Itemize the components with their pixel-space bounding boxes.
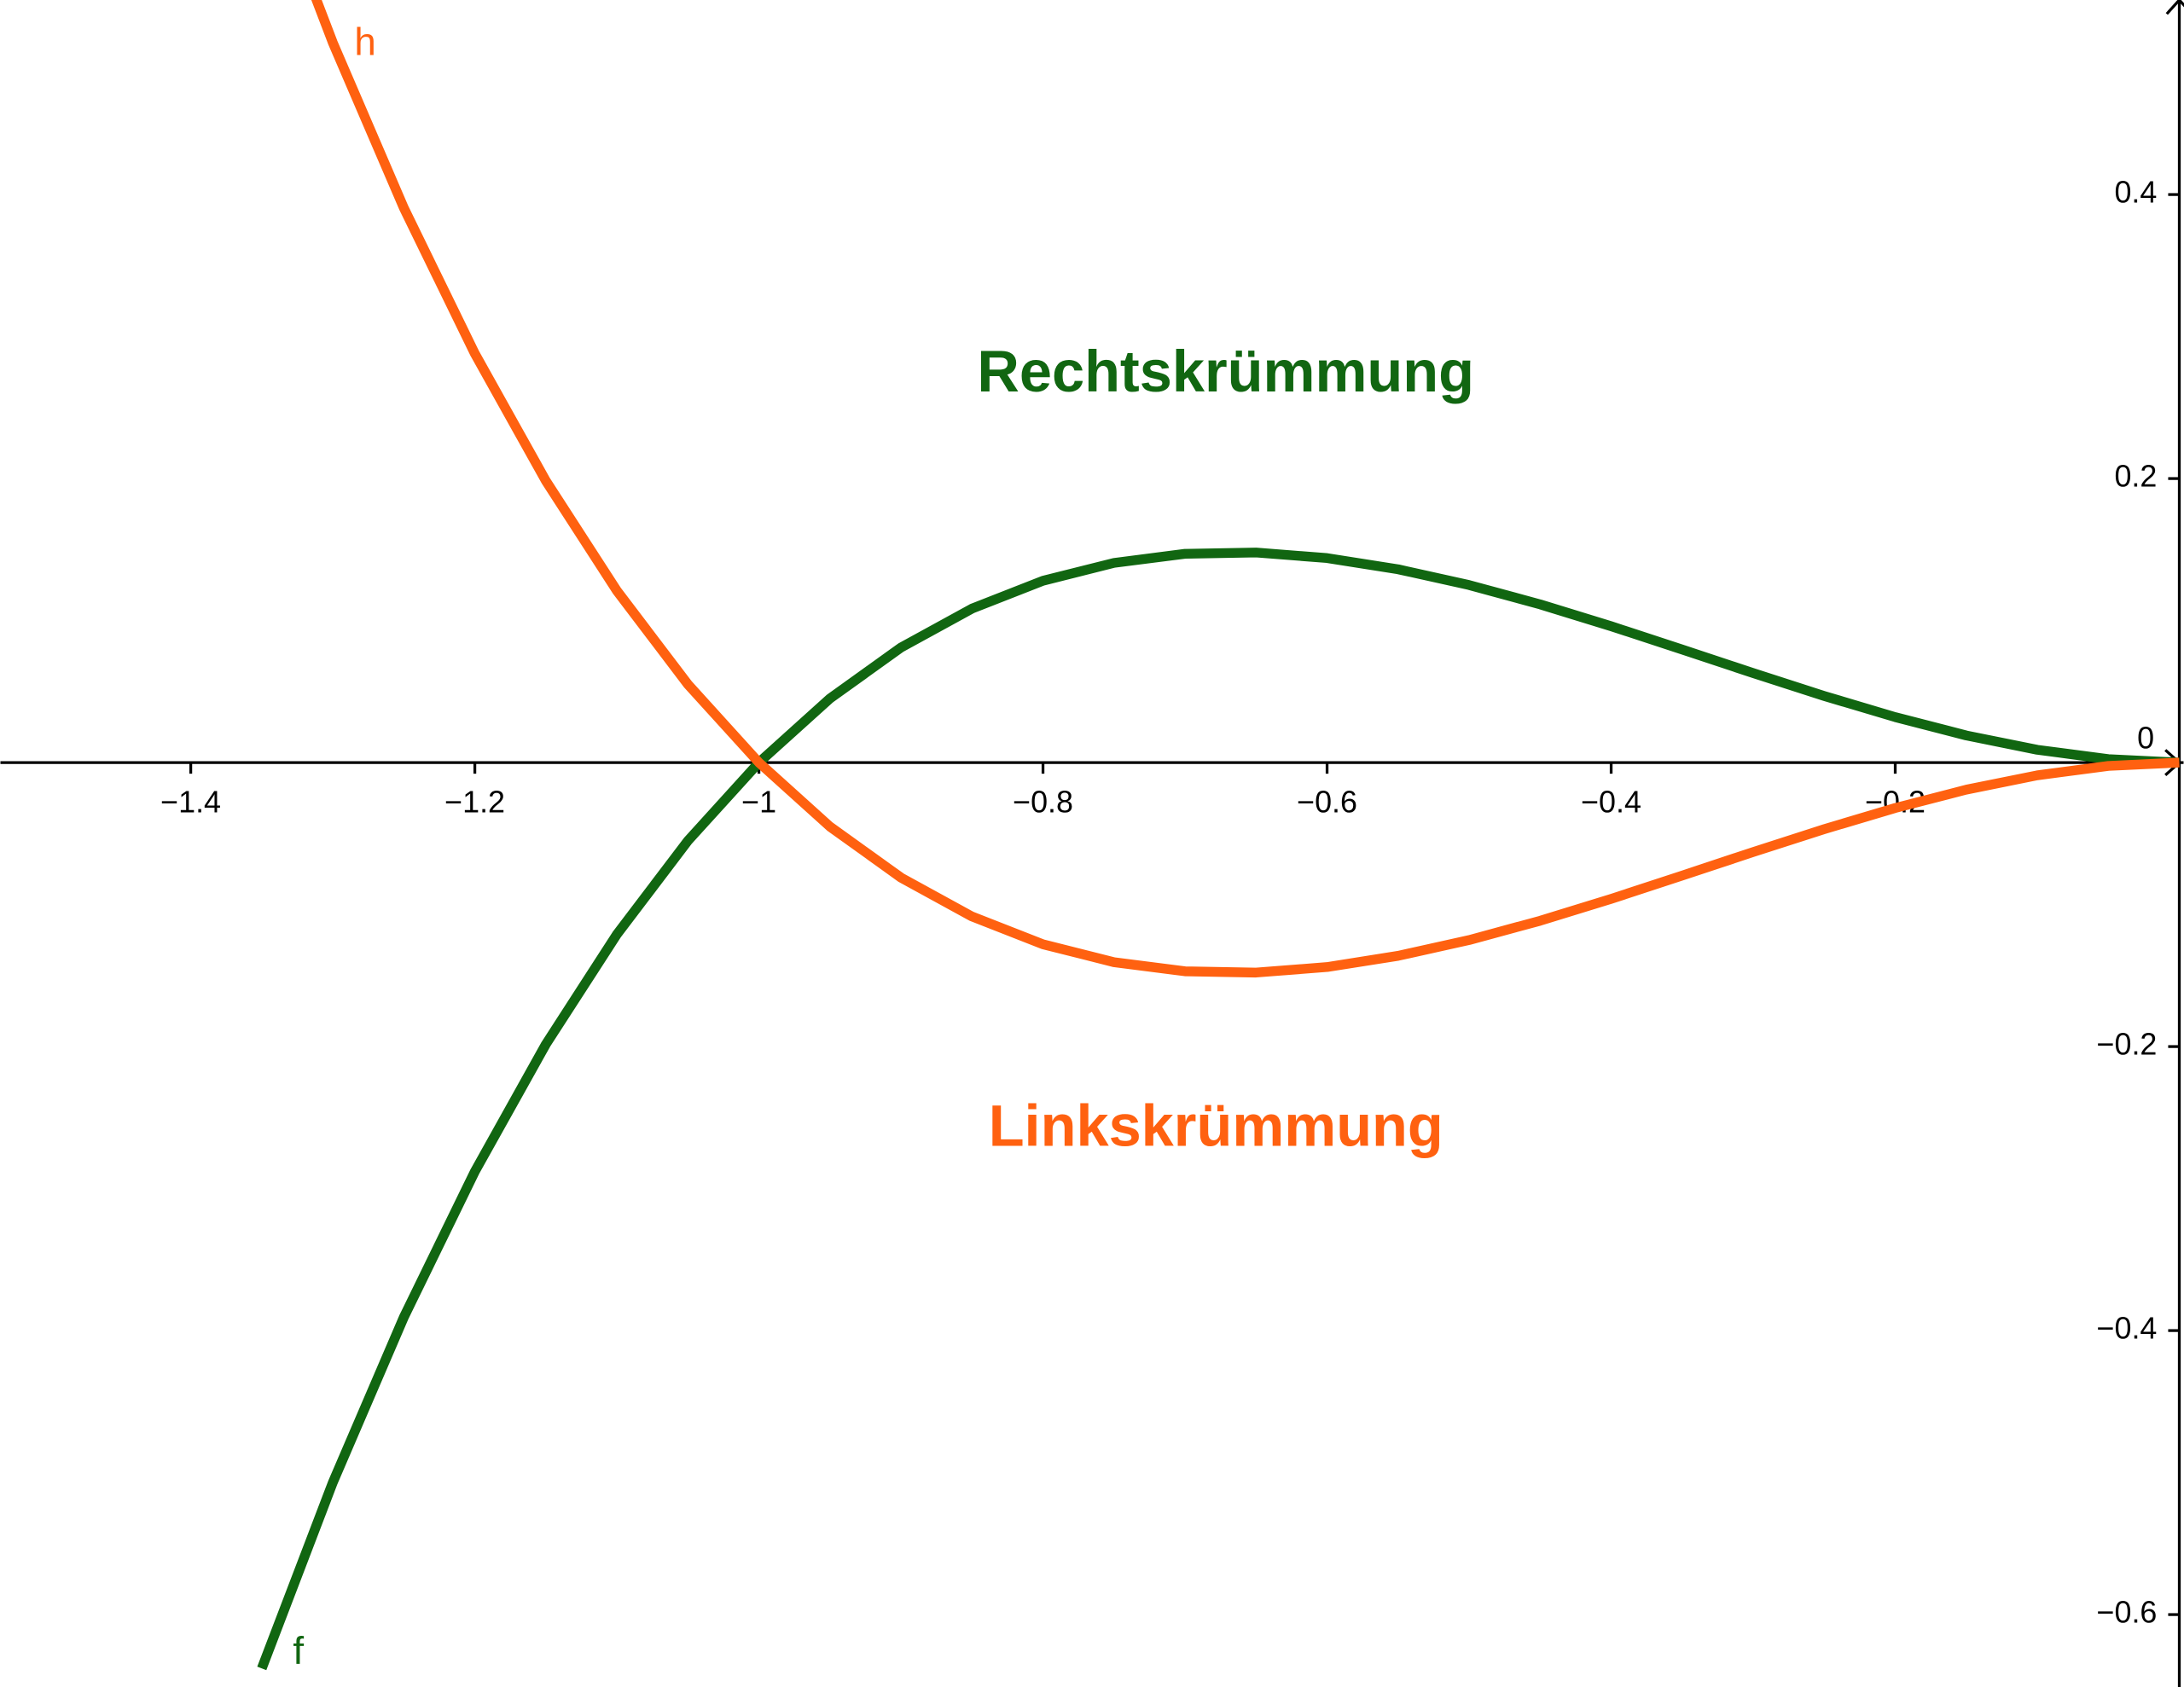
curve: [311, 0, 2180, 978]
annotation: Rechtskrümmung: [977, 339, 1474, 404]
curve-label: f: [293, 1629, 304, 1673]
y-tick-label: −0.2: [2097, 1028, 2158, 1062]
x-tick-label: −0.6: [1297, 786, 1357, 820]
origin-label: 0: [2137, 721, 2154, 755]
x-tick-label: −1.4: [160, 786, 221, 820]
y-tick-label: −0.4: [2097, 1312, 2158, 1346]
x-tick-label: −1: [741, 786, 776, 820]
curve: [257, 548, 2180, 1671]
x-tick-label: −1.2: [444, 786, 505, 820]
annotation: Linkskrümmung: [989, 1093, 1443, 1158]
x-axis-arrow: [2164, 749, 2181, 776]
y-tick-label: 0.4: [2114, 176, 2157, 210]
x-tick-label: −0.8: [1013, 786, 1073, 820]
y-tick-label: −0.6: [2097, 1596, 2158, 1630]
curve-label: h: [354, 20, 375, 63]
y-tick-label: 0.2: [2114, 460, 2157, 494]
x-tick-label: −0.4: [1581, 786, 1641, 820]
y-axis-arrow: [2165, 0, 2184, 15]
